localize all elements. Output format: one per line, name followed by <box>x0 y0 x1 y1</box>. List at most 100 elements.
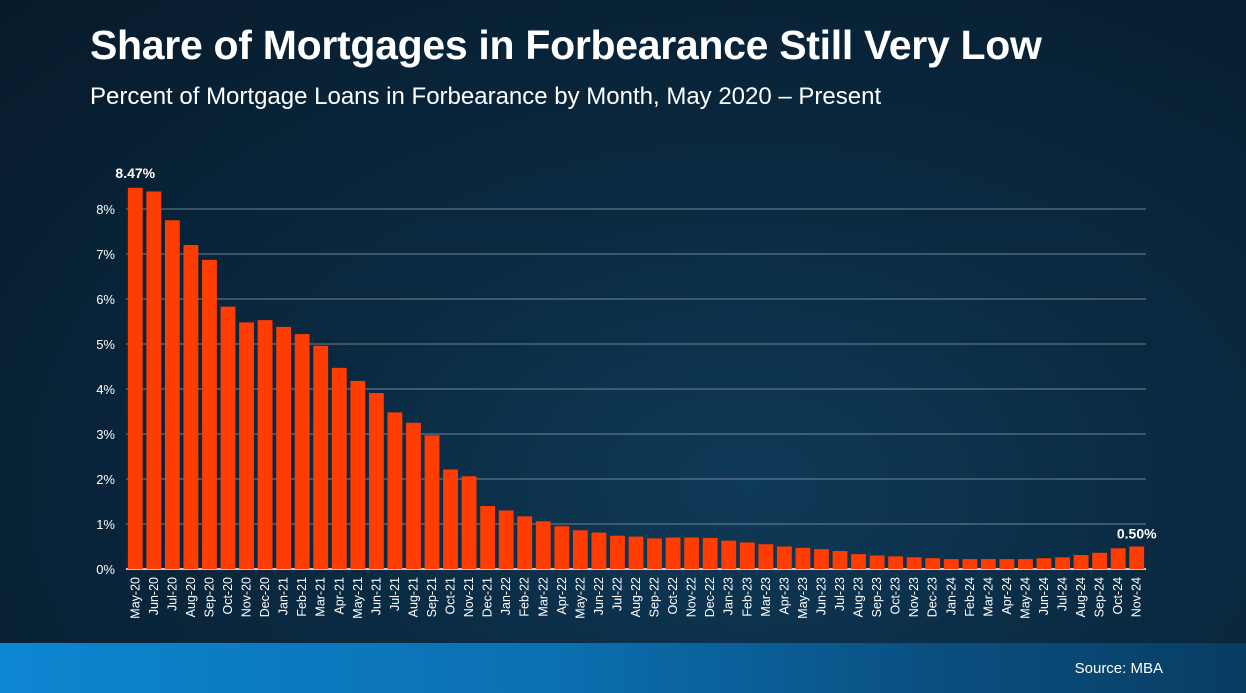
x-tick-label: Jun-20 <box>147 577 161 615</box>
x-tick-label: Oct-24 <box>1111 577 1125 615</box>
x-tick-label: Aug-24 <box>1074 577 1088 617</box>
x-tick-label: Mar-23 <box>759 577 773 617</box>
bar <box>1110 548 1126 569</box>
x-tick-label: Aug-22 <box>629 577 643 617</box>
x-tick-label: Nov-21 <box>462 577 476 617</box>
y-tick-label: 0% <box>96 562 115 577</box>
bar <box>628 536 644 569</box>
bar <box>1036 558 1052 569</box>
bar <box>220 306 236 569</box>
bar <box>869 555 885 569</box>
x-tick-label: Sep-21 <box>425 577 439 617</box>
bar <box>980 559 996 569</box>
x-tick-label: Sep-23 <box>870 577 884 617</box>
bar <box>146 191 162 569</box>
chart-title: Share of Mortgages in Forbearance Still … <box>90 22 1042 68</box>
bar <box>498 510 514 569</box>
bar <box>535 521 551 569</box>
x-tick-label: Jun-24 <box>1037 577 1051 615</box>
x-tick-label: Aug-21 <box>406 577 420 617</box>
x-tick-label: Aug-23 <box>852 577 866 617</box>
bar <box>387 412 403 569</box>
y-tick-label: 6% <box>96 292 115 307</box>
bar <box>814 549 829 569</box>
bar <box>739 542 755 569</box>
x-tick-label: Jul-23 <box>833 577 847 611</box>
bar <box>1092 552 1108 569</box>
x-tick-label: May-24 <box>1018 577 1032 619</box>
bar <box>461 476 477 569</box>
bar <box>239 322 254 569</box>
x-tick-label: Jul-22 <box>610 577 624 611</box>
bar <box>943 559 959 569</box>
bar <box>962 559 978 569</box>
bar <box>572 530 588 569</box>
bar <box>127 187 143 569</box>
x-tick-label: Dec-23 <box>926 577 940 617</box>
data-label: 0.50% <box>1117 526 1157 542</box>
x-tick-label: Nov-23 <box>907 577 921 617</box>
x-tick-label: Jan-21 <box>277 577 291 615</box>
x-tick-label: Apr-22 <box>555 577 569 615</box>
bar <box>776 546 792 569</box>
bar <box>554 526 570 569</box>
bar <box>684 537 700 569</box>
x-tick-label: Apr-23 <box>777 577 791 615</box>
x-tick-label: Dec-20 <box>258 577 272 617</box>
y-tick-label: 8% <box>96 202 115 217</box>
bar <box>1055 557 1070 569</box>
x-tick-label: Feb-23 <box>740 577 754 617</box>
x-tick-label: Jan-24 <box>944 577 958 615</box>
source-label: Source: MBA <box>1074 660 1163 677</box>
bar <box>702 537 718 569</box>
bar <box>331 367 347 569</box>
bar <box>257 320 273 569</box>
bar <box>276 326 292 569</box>
bar <box>480 506 496 569</box>
x-tick-label: Feb-21 <box>295 577 309 617</box>
y-tick-label: 5% <box>96 337 115 352</box>
bar <box>164 220 180 569</box>
x-tick-label: Oct-21 <box>444 577 458 615</box>
x-tick-label: Jan-23 <box>722 577 736 615</box>
bar <box>1129 546 1145 569</box>
x-tick-label: Jul-24 <box>1056 577 1070 611</box>
bar <box>368 393 384 569</box>
x-tick-label: Nov-20 <box>240 577 254 617</box>
x-tick-label: Jun-21 <box>369 577 383 615</box>
x-tick-label: Mar-24 <box>981 577 995 617</box>
y-tick-label: 1% <box>96 517 115 532</box>
bar <box>851 554 866 569</box>
x-tick-label: Jul-21 <box>388 577 402 611</box>
x-tick-label: Nov-24 <box>1130 577 1144 617</box>
bar <box>832 551 848 569</box>
bar <box>721 540 737 569</box>
chart-subtitle: Percent of Mortgage Loans in Forbearance… <box>90 83 882 110</box>
bar <box>406 422 421 569</box>
y-tick-label: 4% <box>96 382 115 397</box>
x-tick-label: Oct-23 <box>889 577 903 615</box>
bar <box>313 345 329 569</box>
x-tick-label: Jan-22 <box>499 577 513 615</box>
x-tick-label: Feb-22 <box>518 577 532 617</box>
bar <box>758 544 774 569</box>
x-tick-label: Jun-22 <box>592 577 606 615</box>
bar <box>795 547 811 569</box>
y-tick-label: 2% <box>96 472 115 487</box>
x-tick-label: Jul-20 <box>165 577 179 611</box>
bar-chart: 0% 1% 2% 3% 4% 5% 6% 7% 8% May-20 Jun-20 Jul-20 Aug-… <box>96 187 1157 619</box>
x-tick-label: Apr-21 <box>332 577 346 615</box>
footer-band <box>0 643 1246 693</box>
x-tick-label: Jun-23 <box>814 577 828 615</box>
y-tick-label: 3% <box>96 427 115 442</box>
bar <box>1073 555 1089 569</box>
x-tick-label: Feb-24 <box>963 577 977 617</box>
bar <box>424 435 440 569</box>
bar <box>517 516 533 569</box>
x-tick-label: Mar-21 <box>314 577 328 617</box>
x-tick-label: Oct-20 <box>221 577 235 615</box>
x-tick-label: May-22 <box>573 577 587 619</box>
bar <box>665 537 681 569</box>
bar <box>888 556 904 569</box>
x-tick-label: Aug-20 <box>184 577 198 617</box>
